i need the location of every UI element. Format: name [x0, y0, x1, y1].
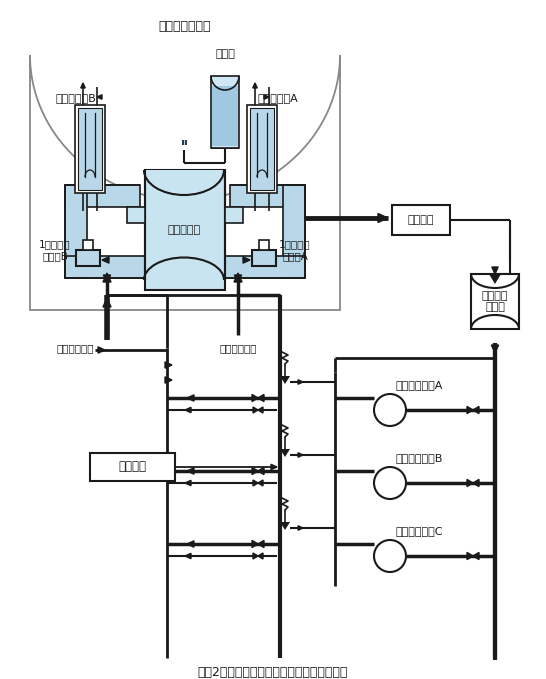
Bar [127, 207, 145, 223]
Polygon shape [185, 407, 191, 413]
Text: 封水注入系統: 封水注入系統 [219, 343, 257, 353]
Polygon shape [258, 407, 263, 413]
Text: 加圧器: 加圧器 [215, 49, 235, 59]
Polygon shape [165, 377, 172, 383]
Polygon shape [187, 395, 194, 401]
Polygon shape [252, 540, 258, 547]
Polygon shape [185, 480, 191, 485]
Bar [145, 170, 225, 290]
Bar [212, 86, 238, 146]
Polygon shape [252, 467, 258, 475]
Bar [283, 185, 305, 278]
Bar [230, 185, 305, 207]
Polygon shape [280, 449, 290, 457]
Circle shape [374, 540, 406, 572]
Polygon shape [298, 380, 303, 384]
Polygon shape [258, 467, 264, 475]
Text: 伊方2号機　充てんポンプまわり概略系統図: 伊方2号機 充てんポンプまわり概略系統図 [198, 665, 348, 678]
Bar [78, 108, 102, 190]
Circle shape [374, 467, 406, 499]
Polygon shape [473, 553, 479, 559]
Polygon shape [280, 522, 290, 530]
Circle shape [374, 394, 406, 426]
Polygon shape [103, 298, 111, 307]
Bar [75, 105, 105, 193]
Polygon shape [234, 273, 242, 282]
Bar [252, 250, 276, 266]
Text: 充てんポンプA: 充てんポンプA [396, 380, 443, 390]
Polygon shape [258, 553, 263, 559]
Polygon shape [473, 479, 479, 487]
Bar [211, 76, 239, 148]
Polygon shape [103, 273, 111, 282]
Bar [65, 185, 140, 207]
Polygon shape [492, 267, 498, 274]
Polygon shape [264, 95, 269, 99]
Polygon shape [253, 83, 257, 88]
Polygon shape [467, 553, 473, 559]
Bar [65, 256, 305, 278]
Polygon shape [252, 394, 258, 401]
Polygon shape [467, 407, 473, 414]
Text: 原子炉容器: 原子炉容器 [168, 225, 200, 235]
Polygon shape [258, 480, 263, 486]
Polygon shape [467, 479, 473, 487]
Text: 当該箇所: 当該箇所 [118, 460, 146, 473]
Polygon shape [243, 257, 250, 263]
Polygon shape [234, 275, 241, 283]
Polygon shape [253, 480, 258, 486]
Polygon shape [97, 95, 102, 99]
Polygon shape [298, 453, 303, 457]
Polygon shape [258, 394, 264, 401]
Polygon shape [103, 275, 111, 283]
Polygon shape [298, 526, 303, 530]
Polygon shape [378, 213, 388, 223]
Text: 蒸気発生器B: 蒸気発生器B [55, 93, 96, 103]
Polygon shape [187, 468, 194, 474]
Bar [250, 108, 274, 190]
Bar [247, 105, 277, 193]
Text: 1次冷却材
ポンプB: 1次冷却材 ポンプB [39, 239, 71, 261]
Bar [65, 185, 87, 278]
Bar [471, 274, 519, 329]
Polygon shape [253, 553, 258, 559]
Bar [392, 205, 450, 235]
Polygon shape [473, 407, 479, 414]
Text: 1次冷却材
ポンプA: 1次冷却材 ポンプA [279, 239, 311, 261]
Polygon shape [165, 362, 172, 368]
Polygon shape [144, 170, 224, 195]
Text: 体積制御
タンク: 体積制御 タンク [482, 291, 508, 312]
Bar [259, 240, 269, 250]
Polygon shape [187, 541, 194, 547]
Polygon shape [185, 553, 191, 559]
Text: 封水注入系統: 封水注入系統 [56, 343, 94, 353]
Polygon shape [271, 464, 277, 470]
Polygon shape [258, 540, 264, 547]
Polygon shape [489, 274, 501, 284]
Text: 充てんポンプB: 充てんポンプB [396, 453, 443, 463]
Bar [76, 250, 100, 266]
Bar [90, 453, 175, 481]
Bar [225, 207, 243, 223]
Text: 蒸気発生器A: 蒸気発生器A [257, 93, 298, 103]
Text: 浄化装置: 浄化装置 [408, 215, 434, 225]
Polygon shape [280, 376, 290, 384]
Text: 原子炉格納容器: 原子炉格納容器 [159, 20, 211, 33]
Polygon shape [102, 257, 109, 263]
Polygon shape [98, 347, 105, 353]
Polygon shape [253, 407, 258, 413]
Text: 充てんポンプC: 充てんポンプC [396, 526, 443, 536]
Polygon shape [81, 83, 85, 88]
Bar [83, 240, 93, 250]
Polygon shape [491, 345, 498, 353]
